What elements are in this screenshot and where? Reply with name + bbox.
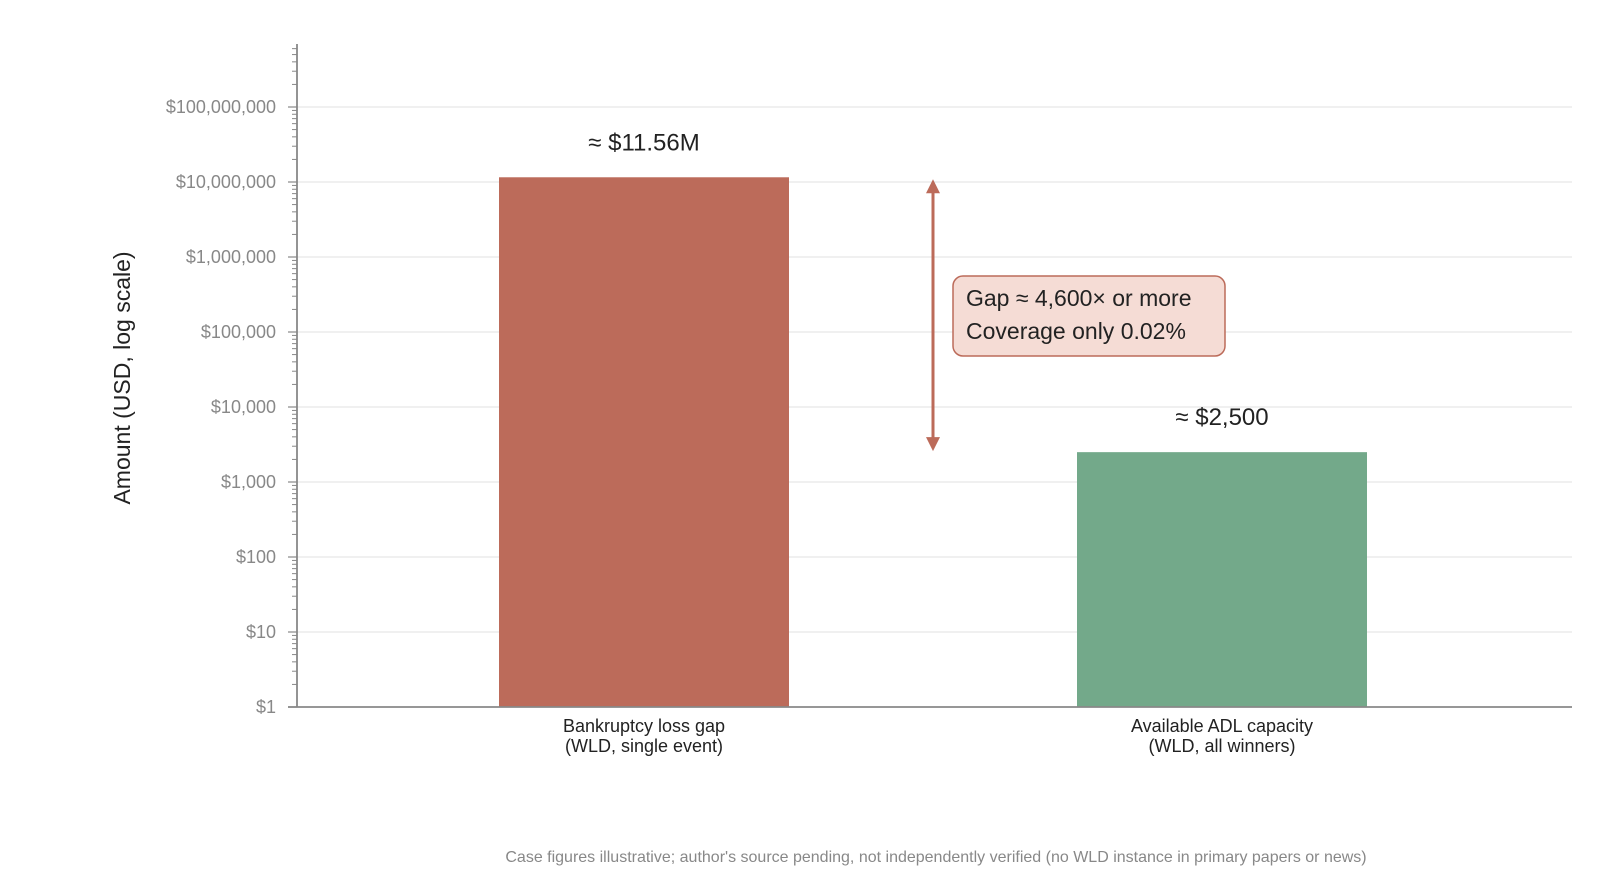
gap-annotation-line2: Coverage only 0.02% [966,318,1186,344]
labels: $1 $10 $100 $1,000 $10,000 $100,000 $1,000,000… [166,97,1313,756]
gap-arrow-head-top [926,179,940,194]
y-tick-label: $100 [236,547,276,567]
gap-annotation-line1: Gap ≈ 4,600× or more [966,285,1192,311]
x-tick-label: Bankruptcy loss gap [563,716,725,736]
bar-1 [499,177,789,707]
y-tick-label: $10,000 [211,397,276,417]
x-tick-label-sub: (WLD, all winners) [1148,736,1295,756]
value-label: ≈ $11.56M [588,129,699,156]
gap-annotation: Gap ≈ 4,600× or more Coverage only 0.02% [926,179,1226,452]
gap-annotation-box [952,275,1226,357]
y-tick-label: $1,000 [221,472,276,492]
bar-2 [1077,452,1367,707]
bars [499,177,1367,707]
value-label: ≈ $2,500 [1175,404,1268,431]
gap-arrow-head-bottom [926,437,940,452]
y-tick-label: $100,000,000 [166,97,276,117]
footnote: Case figures illustrative; author's sour… [505,849,1366,866]
y-tick-label: $1 [256,697,276,717]
y-tick-label: $10 [246,622,276,642]
y-axis [288,44,1572,708]
x-tick-label-sub: (WLD, single event) [565,736,723,756]
y-tick-label: $10,000,000 [176,172,276,192]
y-tick-label: $100,000 [201,322,276,342]
y-tick-label: $1,000,000 [186,247,276,267]
y-axis-label: Amount (USD, log scale) [109,251,135,504]
x-tick-label: Available ADL capacity [1131,716,1313,736]
